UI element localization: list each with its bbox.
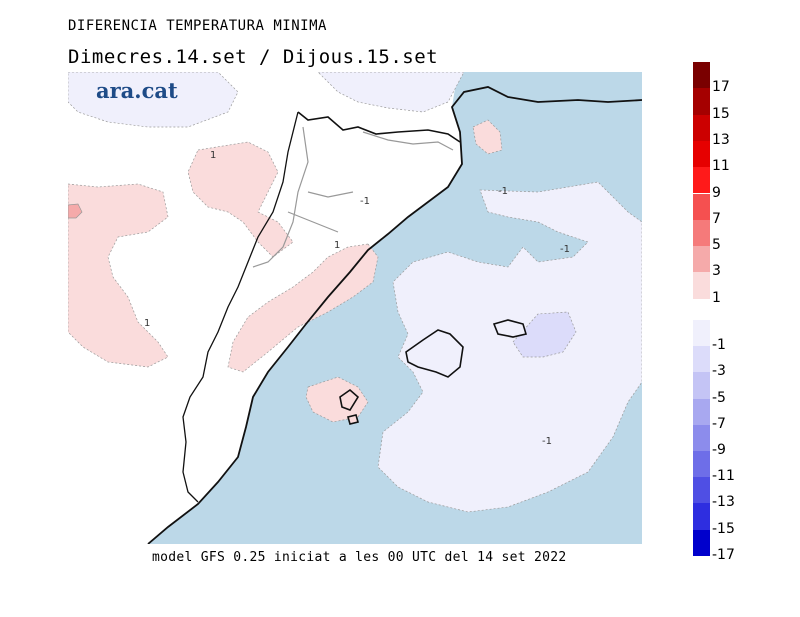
colorbar-positive-label: 3 [712,263,721,280]
colorbar-positive-label: 17 [712,79,730,96]
colorbar-positive-swatch [693,193,710,220]
neg1-zone-northwest [68,72,239,128]
colorbar-positive-label: 15 [712,105,730,122]
colorbar-positive-swatch [693,62,710,89]
national-border [297,111,461,143]
colorbar-positive-swatch [693,246,710,273]
colorbar-positive-label: 13 [712,131,730,148]
colorbar-negative-label: -15 [712,520,735,537]
island-menorca [492,319,528,338]
colorbar-negative-label: -9 [712,442,726,458]
contour-label: -1 [360,196,370,207]
colorbar-negative-label: -13 [712,494,735,511]
colorbar-negative-label: -3 [712,363,726,380]
colorbar-negative-swatch [693,346,710,373]
neg1-zone-north [317,72,465,113]
pos3-spot [68,203,83,219]
colorbar-positive-swatch [693,219,710,247]
colorbar-negative-swatch [693,398,710,425]
coastline [147,86,642,544]
contour-label: -1 [498,186,508,197]
colorbar-negative-label: -11 [712,468,735,485]
colorbar-negative-label: -1 [712,337,726,354]
chart-title: DIFERENCIA TEMPERATURA MINIMA [68,18,327,34]
pos1-zone-islands [305,376,369,423]
colorbar-negative-swatch [693,320,710,347]
island-mallorca [405,329,464,378]
colorbar-negative-swatch [693,529,710,556]
pos1-zone-catalonia [187,141,294,258]
colorbar-positive-swatch [693,272,710,299]
colorbar-positive-swatch [693,140,710,168]
colorbar-positive-swatch [693,114,710,141]
colorbar-positive-label: 7 [712,210,721,227]
chart-subtitle: Dimecres.14.set / Dijous.15.set [68,46,439,68]
contour-label: 1 [210,150,216,161]
colorbar-positive-label: 11 [712,158,730,175]
colorbar-positive-swatch [693,88,710,115]
pos1-zone-cape [472,119,503,155]
colorbar-negative-swatch [693,451,710,478]
contour-label: 1 [334,240,340,251]
neg1-zone-east [377,181,642,513]
colorbar-negative-swatch [693,503,710,530]
regional-border [182,111,299,503]
colorbar-negative-swatch [693,477,710,504]
colorbar-negative-swatch [693,424,710,451]
island-formentera [347,414,359,425]
contour-label: -1 [542,436,552,447]
pos1-zone-coast [227,243,379,373]
island-ibiza [339,388,360,411]
province-border [252,126,454,268]
colorbar-negative-swatch [693,372,710,399]
temperature-map: 1 1 -1 1 -1 -1 -1 [68,72,642,544]
colorbar-positive-swatch [693,167,710,194]
neg3-zone [512,311,577,358]
pos1-zone-west [68,183,169,368]
colorbar-negative-label: -7 [712,415,726,432]
model-info-footer: model GFS 0.25 iniciat a les 00 UTC del … [152,550,567,565]
ara-cat-logo: ara.cat [96,78,178,103]
contour-label: -1 [560,244,570,255]
colorbar-negative-label: -17 [712,546,735,563]
colorbar-positive-label: 9 [712,184,721,201]
colorbar-positive-label: 1 [712,289,721,306]
contour-label: 1 [144,318,150,329]
colorbar-negative-label: -5 [712,389,726,406]
colorbar-positive-label: 5 [712,237,721,254]
